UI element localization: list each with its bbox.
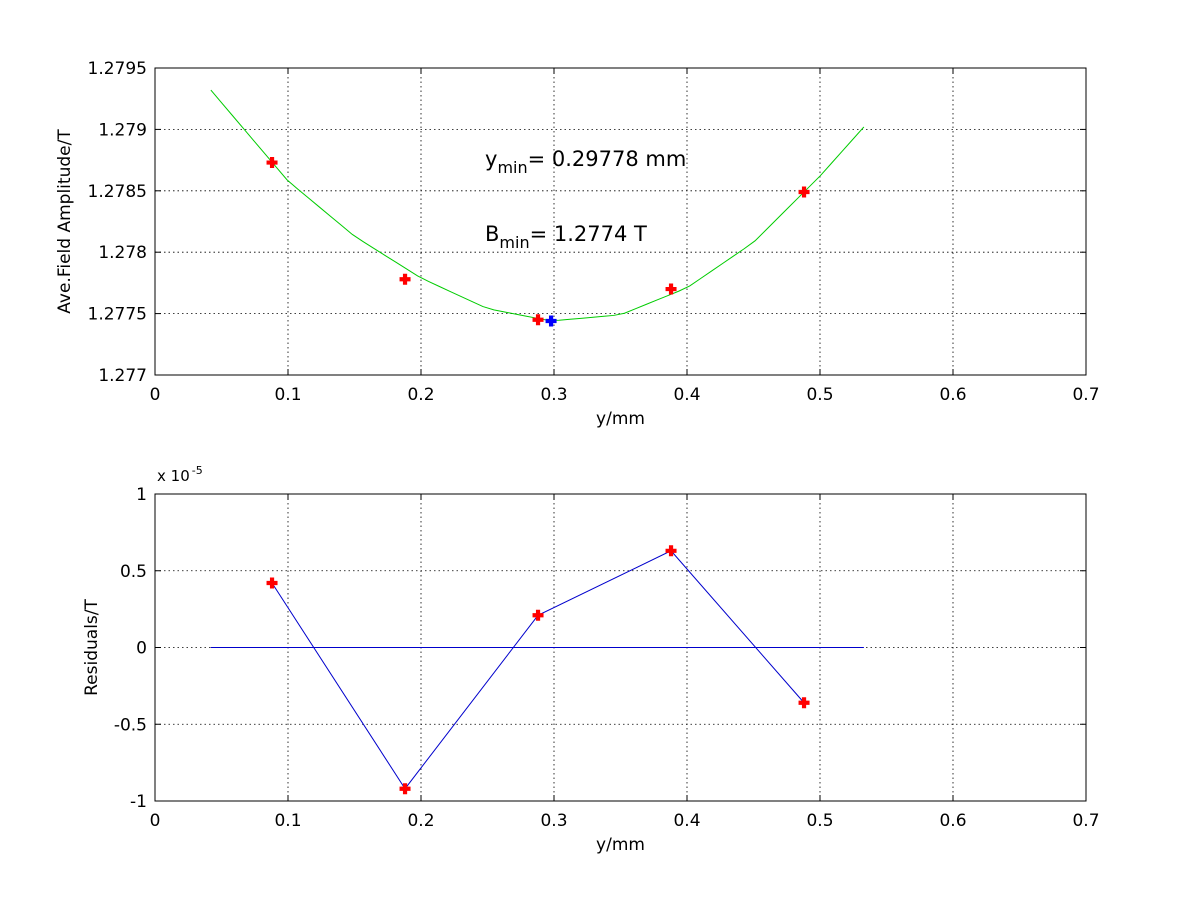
data-point: [266, 577, 278, 589]
data-point: [399, 273, 411, 285]
x-tick-label: 0: [150, 385, 161, 405]
annotation-symbol: B: [485, 222, 499, 246]
data-point: [532, 314, 544, 326]
axis-multiplier: x 10: [157, 467, 190, 485]
y-axis-label: Ave.Field Amplitude/T: [55, 129, 75, 314]
y-tick-label: -0.5: [114, 715, 147, 735]
x-tick-label: 0.2: [407, 811, 434, 831]
data-point: [266, 157, 278, 169]
y-tick-label: 0.5: [120, 562, 147, 582]
annotation-b-min: Bmin= 1.2774 T: [485, 222, 647, 252]
annotation-subscript: min: [497, 158, 527, 177]
x-tick-label: 0.6: [939, 811, 966, 831]
annotation-value: = 1.2774 T: [530, 222, 647, 246]
y-tick-label: 1: [136, 485, 147, 505]
x-tick-label: 0.1: [274, 811, 301, 831]
x-tick-label: 0.5: [806, 385, 833, 405]
x-tick-label: 0.3: [540, 811, 567, 831]
x-tick-label: 0.1: [274, 385, 301, 405]
axis-multiplier-exponent: -5: [192, 464, 203, 477]
y-axis-label: Residuals/T: [82, 599, 102, 696]
data-point: [399, 783, 411, 795]
x-axis-label: y/mm: [596, 409, 645, 429]
annotation-y-min: ymin= 0.29778 mm: [485, 147, 686, 177]
y-tick-label: 1.279: [98, 120, 147, 140]
y-tick-label: 1.2775: [88, 305, 147, 325]
x-tick-label: 0.2: [407, 385, 434, 405]
annotation-subscript: min: [499, 233, 529, 252]
x-tick-label: 0: [150, 811, 161, 831]
x-tick-label: 0.5: [806, 811, 833, 831]
data-point: [665, 545, 677, 557]
y-tick-label: 1.278: [98, 243, 147, 263]
x-tick-label: 0.7: [1072, 811, 1099, 831]
fit-curve: [210, 89, 865, 321]
panel-residuals: 0 0.1 0.2 0.3 0.4 0.5 0.6 0.7 -1 -0.5 0 0.5 1 y/mm Res…: [82, 464, 1100, 855]
y-tick-label: 1.277: [98, 366, 147, 386]
panel-field-amplitude: 0 0.1 0.2 0.3 0.4 0.5 0.6 0.7 1.277 1.2775 1.278 1.…: [55, 59, 1100, 429]
data-point: [798, 697, 810, 709]
annotation-value: = 0.29778 mm: [528, 147, 687, 171]
y-tick-label: 1.2795: [88, 59, 147, 79]
data-point: [665, 283, 677, 295]
y-tick-label: -1: [130, 792, 147, 812]
x-tick-label: 0.6: [939, 385, 966, 405]
x-tick-label: 0.4: [673, 811, 700, 831]
minimum-point: [545, 315, 557, 327]
y-tick-label: 0: [136, 639, 147, 659]
x-tick-label: 0.4: [673, 385, 700, 405]
residual-line: [271, 550, 805, 790]
annotation-symbol: y: [485, 147, 497, 171]
plot-frame: [154, 67, 1087, 376]
y-tick-label: 1.2785: [88, 182, 147, 202]
data-point: [532, 609, 544, 621]
x-tick-label: 0.7: [1072, 385, 1099, 405]
x-tick-label: 0.3: [540, 385, 567, 405]
data-point: [798, 186, 810, 198]
x-axis-label: y/mm: [596, 835, 645, 855]
